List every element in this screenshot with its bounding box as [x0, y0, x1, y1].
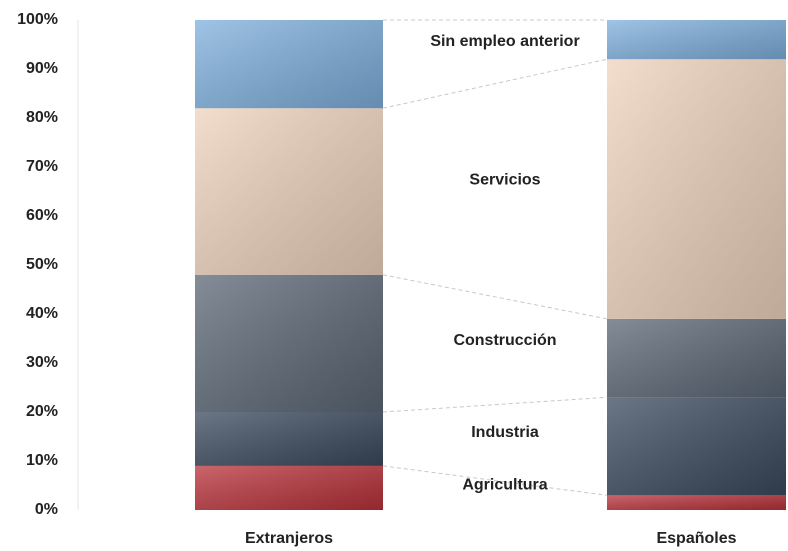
connector — [382, 58, 608, 109]
series-label: Agricultura — [462, 477, 547, 494]
bar-shade — [195, 108, 383, 275]
y-tick-label: 20% — [26, 403, 58, 420]
bar-shade — [195, 412, 383, 466]
y-tick-label: 100% — [17, 11, 58, 28]
y-tick-label: 30% — [26, 354, 58, 371]
series-label: Servicios — [469, 171, 540, 188]
y-tick-label: 80% — [26, 109, 58, 126]
y-tick-label: 90% — [26, 60, 58, 77]
bar-shade — [607, 318, 786, 398]
bar-shade — [195, 20, 383, 109]
y-tick-label: 10% — [26, 452, 58, 469]
x-tick-label: Extranjeros — [245, 530, 333, 547]
x-tick-label: Españoles — [656, 530, 736, 547]
bar-shade — [607, 20, 786, 60]
series-label: Sin empleo anterior — [430, 33, 579, 50]
bar-shade — [195, 465, 383, 510]
y-tick-label: 0% — [35, 501, 58, 518]
y-tick-label: 60% — [26, 207, 58, 224]
connector — [382, 465, 608, 496]
bar-shade — [195, 274, 383, 412]
bar-shade — [607, 397, 786, 496]
y-tick-label: 70% — [26, 158, 58, 175]
bar-shade — [607, 495, 786, 510]
y-tick-label: 50% — [26, 256, 58, 273]
connector — [382, 396, 608, 413]
connector — [382, 274, 608, 320]
bar-shade — [607, 59, 786, 319]
series-label: Industria — [471, 424, 539, 441]
y-tick-label: 40% — [26, 305, 58, 322]
series-label: Construcción — [453, 332, 556, 349]
